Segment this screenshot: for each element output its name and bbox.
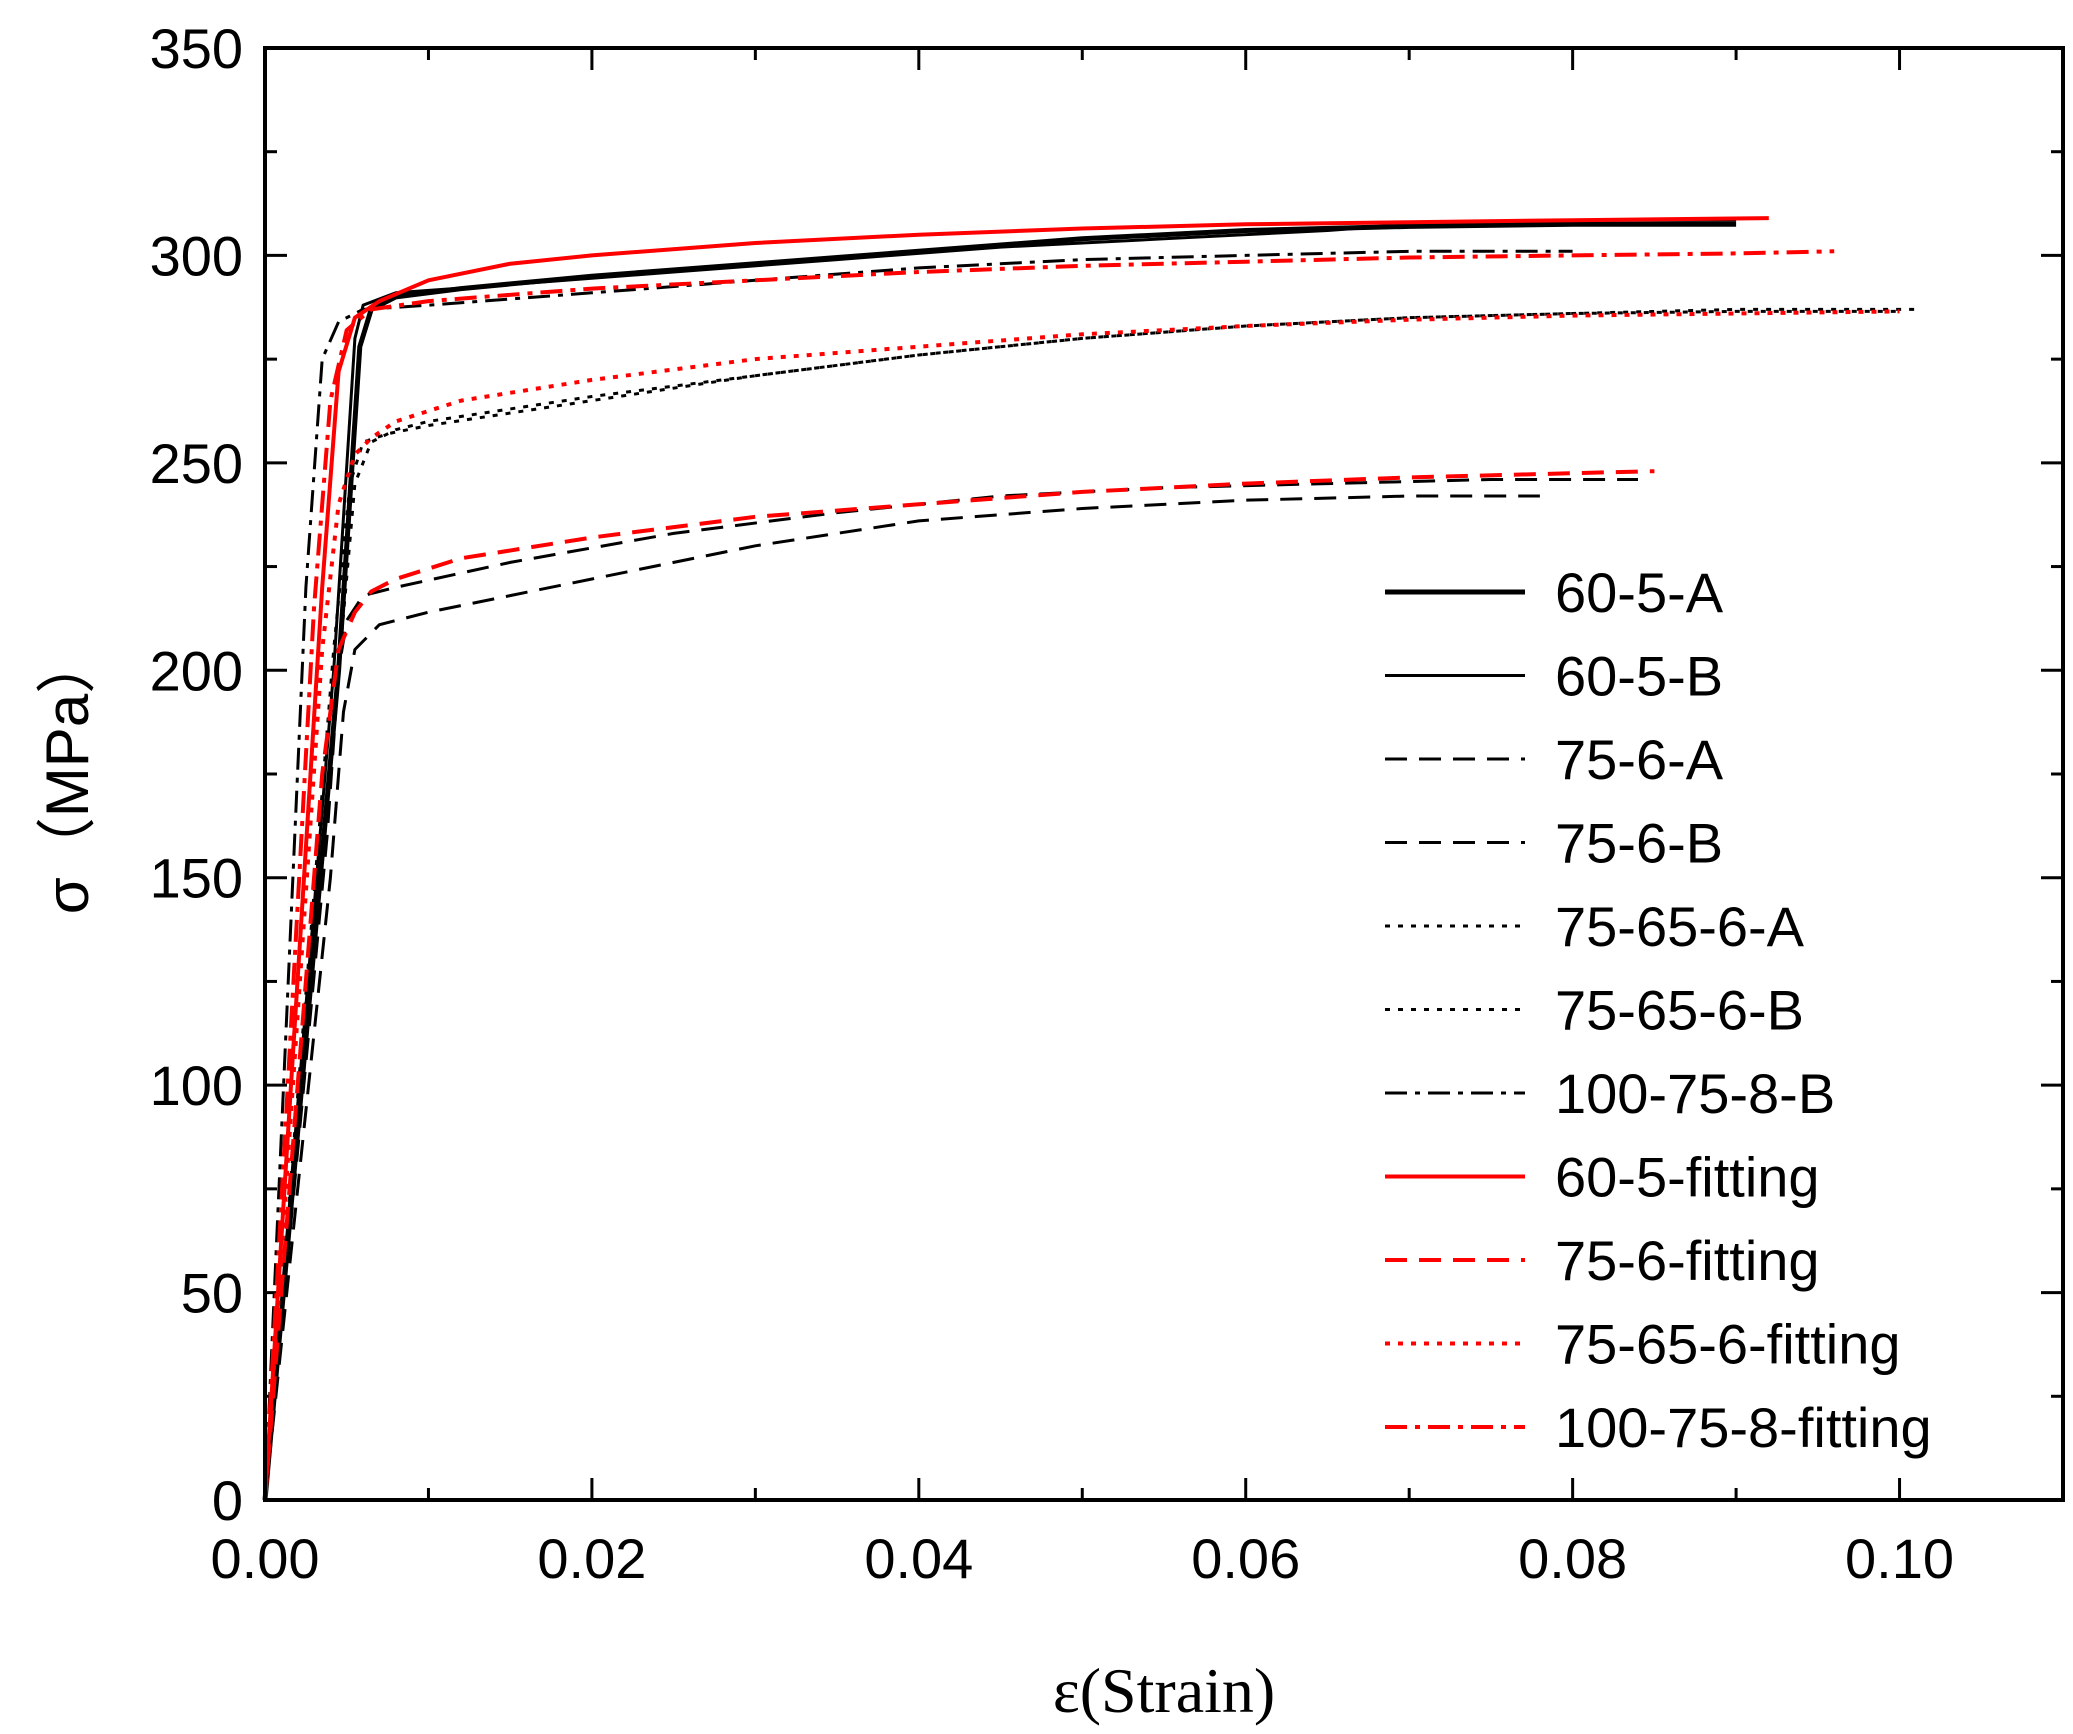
legend-label: 75-6-A [1555, 728, 1724, 791]
ticks-layer: 0.00 0.02 0.04 0.06 0.08 0.10 0 50 100 150 200 250 3… [150, 17, 2063, 1590]
legend-label: 75-6-B [1555, 812, 1723, 875]
legend-label: 60-5-A [1555, 561, 1724, 624]
legend: 60-5-A 60-5-B 75-6-A 75-6-B 75-65-6-A 75-65-6… [1385, 561, 1932, 1459]
x-tick-label: 0.06 [1191, 1527, 1300, 1590]
legend-label: 100-75-8-B [1555, 1062, 1835, 1125]
series-line-75-65-6-B [263, 309, 1900, 1501]
y-tick-label: 250 [150, 432, 243, 495]
series-line-75-65-6-A [263, 307, 1916, 1501]
x-tick-label: 0.08 [1518, 1527, 1627, 1590]
series-line-100-75-8-fitting [263, 249, 1835, 1501]
series-layer [262, 216, 1916, 1501]
legend-label: 75-65-6-B [1555, 979, 1804, 1042]
series-line-100-75-8-B [263, 249, 1573, 1501]
y-tick-label: 200 [150, 639, 243, 702]
legend-label: 75-65-6-fitting [1555, 1313, 1901, 1376]
y-tick-label: 0 [212, 1469, 243, 1532]
y-tick-label: 50 [181, 1262, 243, 1325]
y-tick-label: 350 [150, 17, 243, 80]
y-tick-label: 300 [150, 224, 243, 287]
series-line-75-6-fitting [263, 469, 1655, 1501]
series-line-75-6-B [263, 478, 1638, 1501]
series-line-75-6-A [263, 494, 1540, 1501]
y-tick-label: 100 [150, 1054, 243, 1117]
series-line-60-5-fitting [263, 216, 1769, 1501]
legend-label: 60-5-fitting [1555, 1146, 1820, 1209]
legend-label: 60-5-B [1555, 645, 1723, 708]
y-axis-title: σ（MPa） [34, 634, 101, 914]
x-tick-label: 0.10 [1845, 1527, 1954, 1590]
x-axis-title: ε(Strain) [1053, 1655, 1275, 1726]
y-tick-label: 150 [150, 847, 243, 910]
legend-label: 75-6-fitting [1555, 1229, 1820, 1292]
x-tick-label: 0.00 [211, 1527, 320, 1590]
x-tick-label: 0.04 [864, 1527, 973, 1590]
series-line-60-5-A [262, 221, 1737, 1501]
x-tick-label: 0.02 [537, 1527, 646, 1590]
legend-label: 100-75-8-fitting [1555, 1396, 1932, 1459]
legend-label: 75-65-6-A [1555, 895, 1805, 958]
plot-frame [263, 46, 2065, 1502]
